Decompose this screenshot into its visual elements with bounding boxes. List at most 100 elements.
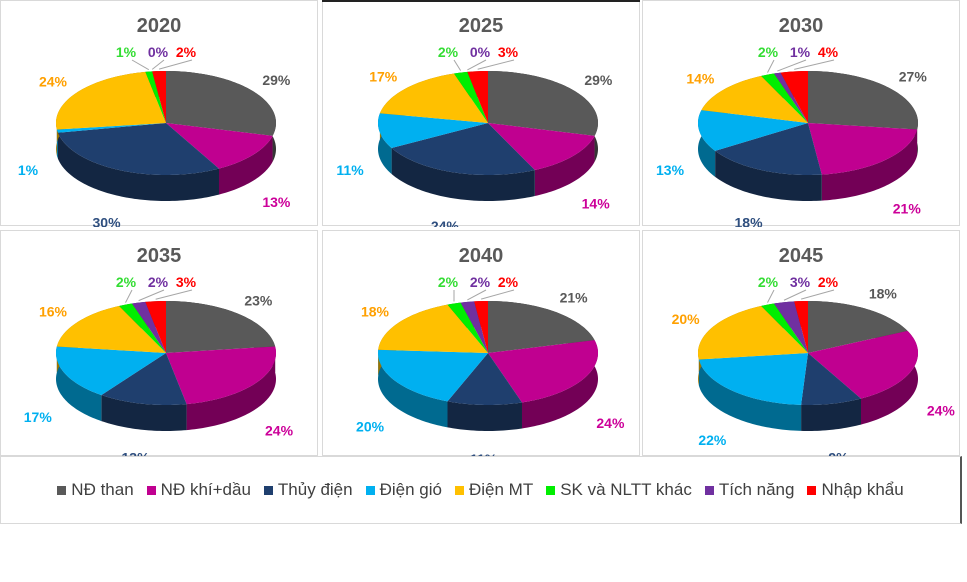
data-label: 21% bbox=[560, 290, 589, 306]
pie-svg: 23% 24% 13% 17% 16% 2% 2% 3% bbox=[24, 274, 294, 457]
data-label: 24% bbox=[431, 218, 460, 227]
pie-slice-sk-v-nltt-kh-c bbox=[119, 303, 166, 353]
pie-slice-n-than bbox=[488, 71, 598, 136]
pie-slice-side bbox=[534, 135, 595, 197]
legend-item: Thủy điện bbox=[263, 480, 353, 500]
pie-slice-n-than bbox=[166, 71, 276, 136]
pie-slice-th-y-i-n bbox=[715, 123, 822, 175]
legend-item: SK và NLTT khác bbox=[546, 480, 692, 500]
pie-slice-n-than bbox=[166, 301, 276, 353]
pie-slice-n-kh-d-u bbox=[166, 346, 276, 405]
data-label: 11% bbox=[470, 451, 498, 457]
data-label: 27% bbox=[899, 69, 928, 85]
chart-title: 2025 bbox=[458, 15, 504, 37]
data-label: 17% bbox=[24, 409, 53, 425]
pie-slice-side bbox=[186, 346, 276, 431]
chart-title: 2045 bbox=[778, 245, 824, 267]
data-label: 21% bbox=[893, 201, 922, 217]
pie-slice--i-n-mt bbox=[379, 73, 488, 123]
pie-slice-side bbox=[447, 401, 522, 431]
data-label: 2% bbox=[438, 44, 459, 60]
pie-slice--i-n-mt bbox=[56, 305, 166, 353]
pie-slice--i-n-gi- bbox=[698, 110, 808, 151]
data-label: 11% bbox=[336, 162, 364, 178]
pie-chart-2025: 2025 29% 14% 24% 11% 17% 2% 0% 3% bbox=[322, 0, 640, 227]
legend-label: SK và NLTT khác bbox=[560, 480, 692, 499]
legend-label: Điện MT bbox=[468, 480, 534, 499]
pie-slice-t-ch-n-ng bbox=[774, 301, 808, 353]
pie-slice-sk-v-nltt-kh-c bbox=[145, 71, 166, 123]
chart-title: 2040 bbox=[458, 245, 504, 267]
pie-slice-th-y-i-n bbox=[101, 353, 187, 405]
leader-line bbox=[767, 289, 775, 303]
data-label: 2% bbox=[818, 274, 839, 290]
legend-item: Điện MT bbox=[454, 480, 534, 500]
pie-svg: 18% 24% 9% 22% 20% 2% 3% 2% bbox=[672, 274, 956, 457]
legend-item: Tích năng bbox=[704, 480, 794, 500]
pie-slice-side bbox=[801, 398, 861, 431]
data-label: 2% bbox=[176, 44, 197, 60]
legend-label: Điện gió bbox=[379, 480, 442, 499]
legend-label: NĐ than bbox=[71, 480, 134, 499]
leader-line bbox=[783, 289, 807, 301]
legend-label: Nhập khẩu bbox=[821, 480, 904, 499]
data-label: 2% bbox=[758, 44, 779, 60]
pie-slice-n-kh-d-u bbox=[808, 330, 918, 399]
pie-slice--i-n-mt bbox=[378, 304, 488, 353]
pie-slice-t-ch-n-ng bbox=[460, 301, 488, 353]
pie-slice-side bbox=[821, 129, 918, 201]
data-label: 1% bbox=[790, 44, 811, 60]
data-label: 24% bbox=[927, 403, 956, 419]
pie-slice-t-ch-n-ng bbox=[132, 301, 166, 353]
data-label: 24% bbox=[265, 422, 294, 438]
pie-slice-th-y-i-n bbox=[57, 123, 219, 175]
pie-slice-sk-v-nltt-kh-c bbox=[761, 73, 808, 123]
pie-slice-n-than bbox=[488, 301, 595, 353]
chart-title: 2035 bbox=[136, 245, 182, 267]
data-label: 9% bbox=[828, 450, 849, 457]
legend-swatch bbox=[57, 485, 67, 495]
border-line bbox=[322, 0, 640, 2]
data-label: 13% bbox=[262, 194, 291, 210]
data-label: 13% bbox=[122, 450, 151, 457]
data-label: 3% bbox=[790, 274, 811, 290]
pie-slice-nh-p-kh-u bbox=[152, 71, 166, 123]
pie-slice-side bbox=[378, 349, 448, 428]
leader-line bbox=[477, 59, 515, 70]
legend-item: NĐ than bbox=[57, 480, 134, 500]
data-label: 30% bbox=[93, 215, 122, 227]
pie-svg: 29% 14% 24% 11% 17% 2% 0% 3% bbox=[336, 44, 613, 227]
data-label: 2% bbox=[438, 274, 459, 290]
data-label: 24% bbox=[596, 415, 625, 431]
pie-slice-side bbox=[378, 113, 392, 175]
legend: NĐ than NĐ khí+dầu Thủy điện Điện gió Điện M… bbox=[0, 456, 962, 524]
pie-slice-th-y-i-n bbox=[801, 353, 861, 405]
data-label: 14% bbox=[686, 70, 715, 86]
legend-label: Thủy điện bbox=[277, 480, 353, 499]
pie-slice-nh-p-kh-u bbox=[780, 71, 808, 123]
data-label: 29% bbox=[584, 72, 613, 88]
chart-title: 2030 bbox=[778, 15, 824, 37]
pie-slice-n-kh-d-u bbox=[488, 340, 598, 403]
legend-swatch bbox=[146, 485, 156, 495]
pie-slice--i-n-mt bbox=[698, 305, 808, 360]
pie-slice-sk-v-nltt-kh-c bbox=[761, 303, 808, 353]
data-label: 18% bbox=[869, 286, 898, 302]
pie-slice--i-n-gi- bbox=[56, 123, 166, 133]
legend-swatch bbox=[263, 485, 273, 495]
pie-slice-n-kh-d-u bbox=[488, 123, 595, 171]
data-label: 18% bbox=[735, 215, 764, 227]
pie-slice--i-n-gi- bbox=[378, 113, 488, 149]
pie-slice-th-y-i-n bbox=[447, 353, 522, 405]
data-label: 2% bbox=[758, 274, 779, 290]
leader-line bbox=[138, 289, 165, 302]
pie-slice--i-n-gi- bbox=[378, 349, 488, 402]
data-label: 4% bbox=[818, 44, 839, 60]
leader-line bbox=[480, 289, 515, 300]
pie-slice-n-kh-d-u bbox=[808, 123, 918, 175]
legend-item: Điện gió bbox=[365, 480, 442, 500]
legend-swatch bbox=[454, 485, 464, 495]
data-label: 20% bbox=[672, 311, 701, 327]
pie-slice--i-n-gi- bbox=[698, 353, 808, 405]
